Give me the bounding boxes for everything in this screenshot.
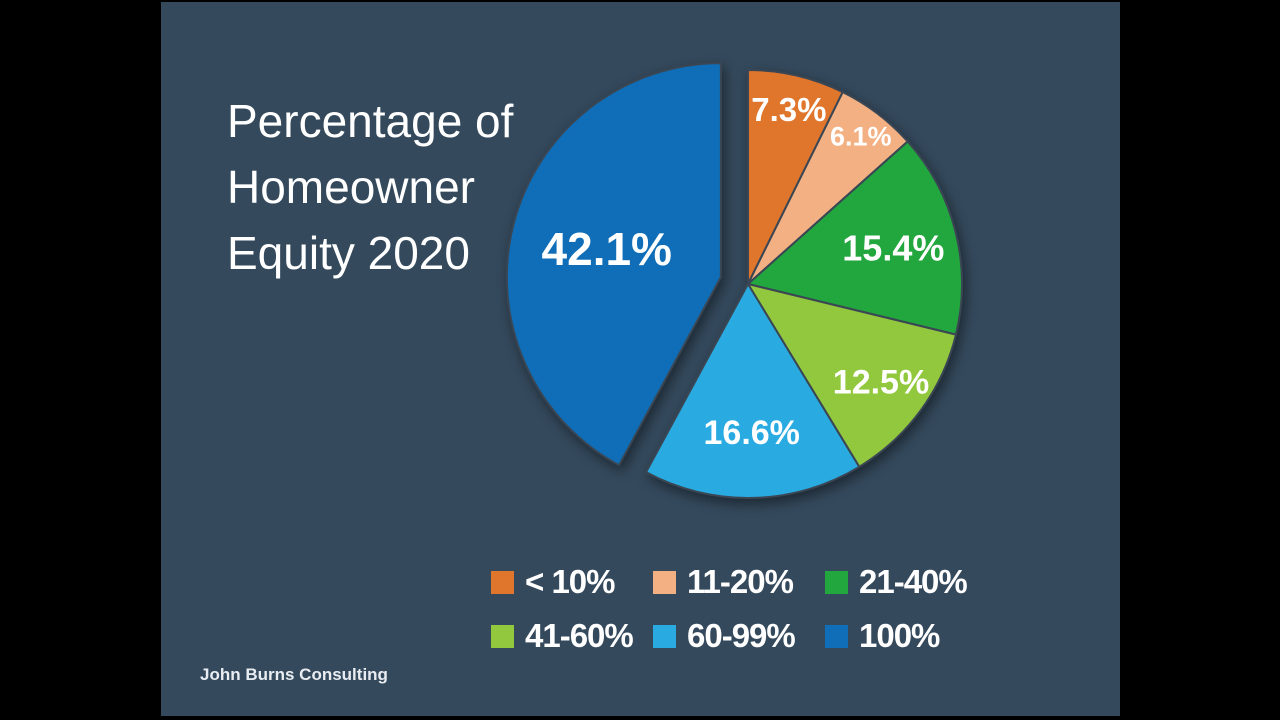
pie-label-12-5-: 12.5% (833, 364, 929, 402)
pie-label-16-6-: 16.6% (704, 414, 800, 452)
pie-slice--10- (747, 69, 844, 285)
chart-title-line-2: Homeowner (227, 161, 475, 213)
chart-title-line-3: Equity 2020 (227, 227, 470, 279)
legend-item-60-99: 60-99% (653, 617, 825, 655)
chart-title: Percentage of Homeowner Equity 2020 (227, 88, 513, 286)
chart-legend: < 10% 11-20% 21-40% 41-60% 60-99% 100% (491, 563, 977, 655)
legend-swatch-60-99-icon (653, 624, 676, 648)
legend-item-41-60: 41-60% (491, 617, 653, 655)
legend-label-41-60: 41-60% (525, 617, 634, 654)
legend-label-60-99: 60-99% (687, 617, 796, 654)
legend-label-21-40: 21-40% (859, 563, 968, 600)
credit-text: John Burns Consulting (200, 665, 388, 684)
pie-label-7-3-: 7.3% (751, 91, 826, 128)
legend-item-11-20: 11-20% (653, 563, 825, 601)
pie-slice-100- (505, 62, 722, 467)
pie-label-6-1-: 6.1% (830, 122, 892, 152)
legend-swatch-41-60-icon (491, 624, 514, 648)
pie-slice-41-60- (747, 283, 957, 468)
legend-item-100: 100% (825, 617, 977, 655)
legend-label-11-20: 11-20% (687, 563, 794, 600)
pie-slice-21-40- (747, 140, 963, 336)
legend-swatch-lt10-icon (491, 570, 514, 594)
legend-label-100: 100% (859, 617, 940, 654)
legend-swatch-100-icon (825, 624, 848, 648)
pie-slice-60-99- (645, 283, 861, 499)
pie-label-42-1-: 42.1% (542, 223, 672, 275)
legend-swatch-11-20-icon (653, 570, 676, 594)
chart-title-line-1: Percentage of (227, 95, 514, 147)
legend-item-lt10: < 10% (491, 563, 653, 601)
legend-label-lt10: < 10% (525, 563, 615, 600)
legend-swatch-21-40-icon (825, 570, 848, 594)
pie-label-15-4-: 15.4% (842, 228, 944, 269)
legend-item-21-40: 21-40% (825, 563, 977, 601)
